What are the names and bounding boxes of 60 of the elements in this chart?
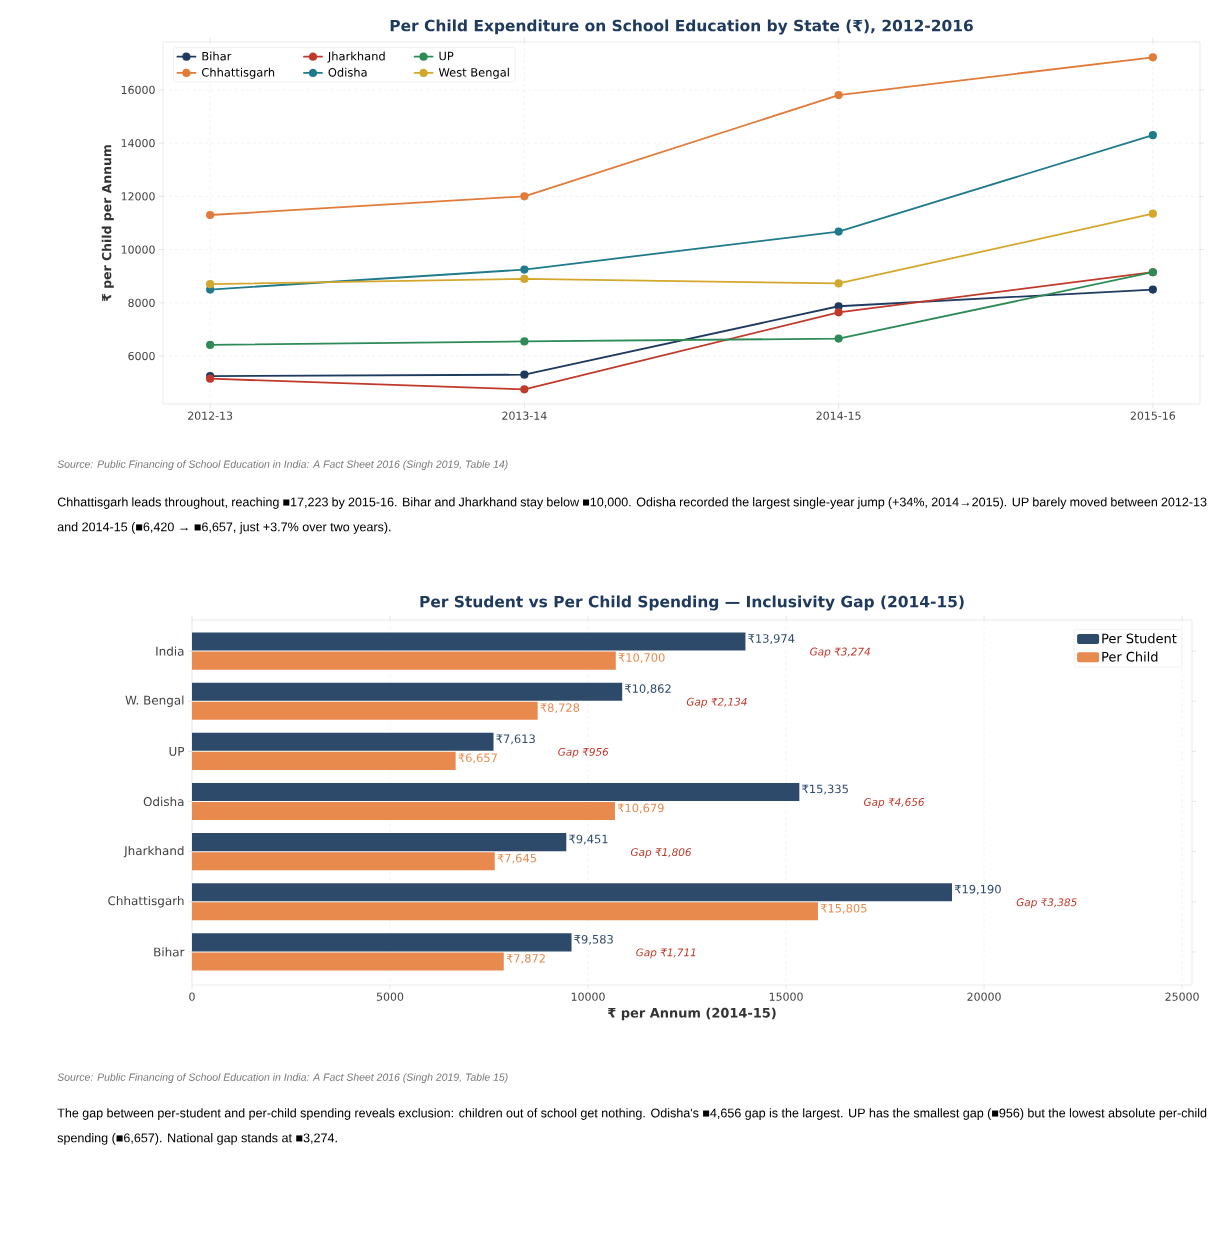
y-tick-label: Jharkhand	[123, 845, 184, 858]
legend-label: Per Student	[1102, 633, 1177, 644]
data-label: ₹8,728	[540, 703, 580, 714]
x-tick-label: 2014-15	[816, 411, 861, 420]
text: The gap between per-student and per-child spending reveals exclusion: children out of school get nothing. Odisha's ■4,656 gap is the largest. UP has the smallest gap (■956) but the lowest absolute per-child spending (■6,657). National gap stands at ■3,274.	[57, 1108, 1207, 1145]
x-tick-label: 2012-13	[188, 411, 233, 420]
y-tick-label: Odisha	[143, 796, 184, 807]
legend-label: Chhattisgarh	[201, 67, 275, 79]
y-tick-label: Chhattisgarh	[108, 895, 184, 908]
x-tick-label: 0	[189, 992, 195, 1001]
data-label: ₹7,645	[497, 853, 537, 864]
annotation: Gap ₹1,806	[630, 848, 692, 859]
y-tick-label: Bihar	[154, 947, 185, 957]
x-tick-label: 5000	[376, 992, 404, 1001]
source-note: Source: Public Financing of School Education in India: A Fact Sheet 2016 (Singh 2019, Table 14)	[57, 460, 508, 470]
y-tick-label: UP	[169, 746, 185, 756]
legend-label: Odisha	[328, 67, 367, 77]
annotation: Gap ₹3,385	[1016, 898, 1077, 909]
legend-label: UP	[439, 51, 454, 61]
data-label: ₹9,583	[574, 934, 613, 945]
annotation: Gap ₹956	[558, 747, 609, 758]
y-tick-label: W. Bengal	[125, 695, 184, 707]
data-label: ₹15,805	[820, 903, 867, 914]
data-label: ₹10,700	[618, 653, 665, 664]
data-label: ₹7,872	[506, 954, 545, 964]
y-tick-label: India	[156, 646, 184, 656]
x-tick-label: 2015-16	[1130, 411, 1176, 420]
x-tick-label: 20000	[967, 992, 1001, 1001]
data-label: ₹10,862	[624, 684, 671, 695]
y-axis-title: ₹ per Child per Annum	[101, 145, 114, 302]
x-tick-label: 15000	[769, 992, 803, 1001]
data-label: ₹10,679	[617, 803, 664, 814]
source-note: Source: Public Financing of School Education in India: A Fact Sheet 2016 (Singh 2019, Table 15)	[57, 1073, 508, 1083]
y-tick-label: 14000	[121, 139, 155, 148]
data-label: ₹7,613	[496, 734, 535, 745]
legend-label: West Bengal	[438, 67, 509, 79]
data-label: ₹19,190	[954, 884, 1001, 895]
text: Chhattisgarh leads throughout, reaching ■17,223 by 2015-16. Bihar and Jharkhand stay below ■10,000. Odisha recorded the largest single-year jump (+34%, 2014→2015). UP barely moved between 2012-13 and 2014-15 (■6,420 → ■6,657, just +3.7% over two years).	[57, 497, 1207, 534]
data-label: ₹9,451	[569, 834, 608, 845]
chart-title: Per Child Expenditure on School Education by State (₹), 2012-2016	[390, 19, 973, 35]
x-tick-label: 2013-14	[502, 411, 547, 420]
annotation: Gap ₹1,711	[636, 948, 696, 959]
y-tick-label: 10000	[121, 245, 155, 254]
chart-title: Per Student vs Per Child Spending — Inclusivity Gap (2014-15)	[420, 595, 964, 611]
y-tick-label: 16000	[121, 85, 155, 95]
legend-label: Bihar	[202, 51, 232, 61]
y-tick-label: 8000	[128, 298, 155, 307]
legend-label: Jharkhand	[327, 51, 385, 63]
data-label: ₹6,657	[458, 753, 497, 764]
annotation: Gap ₹3,274	[810, 647, 870, 658]
annotation: Gap ₹4,656	[864, 798, 925, 808]
y-tick-label: 6000	[128, 351, 155, 361]
y-tick-label: 12000	[121, 192, 155, 201]
legend-label: Per Child	[1102, 651, 1158, 662]
annotation: Gap ₹2,134	[686, 697, 747, 708]
x-axis-title: ₹ per Annum (2014-15)	[607, 1007, 776, 1021]
x-tick-label: 10000	[571, 992, 605, 1001]
x-tick-label: 25000	[1165, 992, 1199, 1001]
data-label: ₹13,974	[748, 634, 795, 644]
data-label: ₹15,335	[802, 784, 848, 795]
